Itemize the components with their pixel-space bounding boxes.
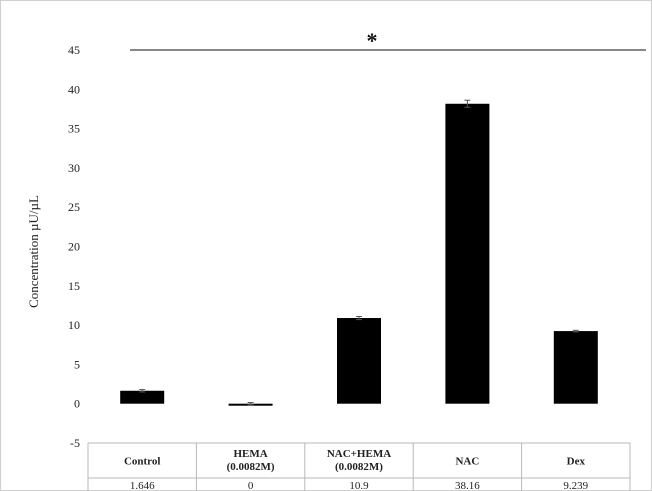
y-tick-label: 30 — [68, 161, 80, 175]
bar-0 — [120, 390, 165, 404]
y-tick-label: 35 — [68, 122, 80, 136]
category-label: HEMA (0.0082M) — [227, 448, 275, 473]
y-tick-label: 15 — [68, 279, 80, 293]
bar-2 — [337, 318, 381, 404]
y-tick-label: 25 — [68, 200, 80, 214]
value-label: 38.16 — [455, 480, 480, 491]
value-label: 10.9 — [349, 480, 369, 491]
category-label: NAC — [455, 456, 479, 468]
y-axis-label: Concentration µU/µL — [26, 195, 41, 308]
y-tick-label: 0 — [74, 397, 80, 411]
y-tick-label: 20 — [68, 240, 80, 254]
y-tick-label: 10 — [68, 318, 80, 332]
bar-3 — [445, 103, 490, 404]
y-tick-label: -5 — [70, 436, 80, 450]
value-label: 0 — [248, 480, 254, 491]
significance-marker: * — [367, 28, 378, 53]
category-label: NAC+HEMA (0.0082M) — [327, 448, 391, 473]
y-tick-label: 45 — [68, 43, 80, 57]
category-label: Dex — [567, 456, 586, 468]
value-label: 9.239 — [563, 480, 588, 491]
category-label: Control — [124, 456, 160, 468]
y-tick-label: 5 — [74, 357, 80, 371]
value-label: 1.646 — [130, 480, 155, 491]
y-tick-label: 40 — [68, 82, 80, 96]
bar-4 — [553, 331, 598, 404]
